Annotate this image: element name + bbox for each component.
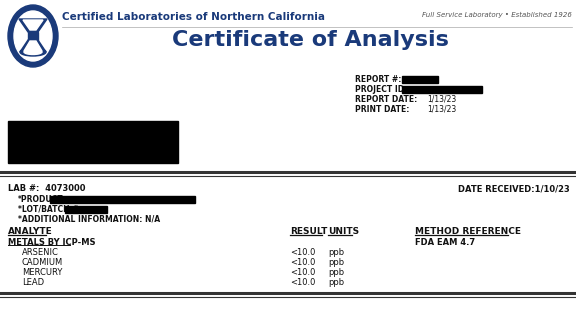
Text: LEAD: LEAD xyxy=(22,278,44,287)
Text: 1/13/23: 1/13/23 xyxy=(427,105,456,114)
Polygon shape xyxy=(28,32,38,40)
Text: CADMIUM: CADMIUM xyxy=(22,258,63,267)
Text: LAB #:  4073000: LAB #: 4073000 xyxy=(8,184,85,193)
Text: <10.0: <10.0 xyxy=(290,268,316,277)
Ellipse shape xyxy=(14,11,52,61)
Text: Certificate of Analysis: Certificate of Analysis xyxy=(172,30,449,50)
Ellipse shape xyxy=(20,48,46,56)
Text: METHOD REFERENCE: METHOD REFERENCE xyxy=(415,227,521,236)
Bar xyxy=(8,121,178,163)
Polygon shape xyxy=(20,40,46,52)
Text: ppb: ppb xyxy=(328,248,344,257)
Text: FDA EAM 4.7: FDA EAM 4.7 xyxy=(415,238,475,247)
Text: RESULT: RESULT xyxy=(290,227,327,236)
Text: PRINT DATE:: PRINT DATE: xyxy=(355,105,410,114)
Polygon shape xyxy=(23,20,43,30)
Ellipse shape xyxy=(8,5,58,67)
Text: REPORT #:: REPORT #: xyxy=(355,75,401,84)
Polygon shape xyxy=(19,19,47,32)
Text: Certified Laboratories of Northern California: Certified Laboratories of Northern Calif… xyxy=(62,12,325,22)
Polygon shape xyxy=(24,41,42,51)
Text: MERCURY: MERCURY xyxy=(22,268,62,277)
Bar xyxy=(402,76,438,83)
Text: *PRODUCT:: *PRODUCT: xyxy=(18,195,66,204)
Bar xyxy=(402,86,482,93)
Text: *LOT/BATCH #:: *LOT/BATCH #: xyxy=(18,205,82,214)
Text: UNITS: UNITS xyxy=(328,227,359,236)
Text: <10.0: <10.0 xyxy=(290,248,316,257)
Text: ARSENIC: ARSENIC xyxy=(22,248,59,257)
Text: <10.0: <10.0 xyxy=(290,278,316,287)
Text: PROJECT ID:: PROJECT ID: xyxy=(355,85,407,94)
Text: REPORT DATE:: REPORT DATE: xyxy=(355,95,417,104)
Text: METALS BY ICP-MS: METALS BY ICP-MS xyxy=(8,238,96,247)
Text: ANALYTE: ANALYTE xyxy=(8,227,53,236)
Text: ppb: ppb xyxy=(328,258,344,267)
Text: Full Service Laboratory • Established 1926: Full Service Laboratory • Established 19… xyxy=(422,12,572,18)
Text: DATE RECEIVED:1/10/23: DATE RECEIVED:1/10/23 xyxy=(458,184,570,193)
Text: ppb: ppb xyxy=(328,278,344,287)
Text: <10.0: <10.0 xyxy=(290,258,316,267)
Bar xyxy=(65,206,107,213)
Bar xyxy=(50,196,195,203)
Text: 1/13/23: 1/13/23 xyxy=(427,95,456,104)
Text: *ADDITIONAL INFORMATION: N/A: *ADDITIONAL INFORMATION: N/A xyxy=(18,215,160,224)
Text: ppb: ppb xyxy=(328,268,344,277)
Ellipse shape xyxy=(24,50,42,54)
